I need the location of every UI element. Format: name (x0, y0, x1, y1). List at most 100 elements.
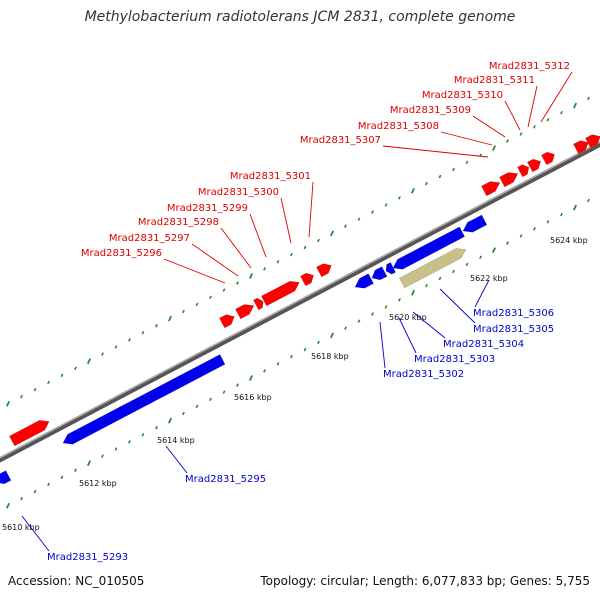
forward-leader-line (472, 115, 506, 138)
track-dot (560, 110, 563, 115)
track-dot (371, 210, 374, 214)
scale-ticks: 5610 kbp 5612 kbp 5614 kbp 5616 kbp 5618 kbp… (2, 236, 588, 532)
reverse-gene (392, 226, 465, 270)
track-dot (5, 400, 11, 407)
scale-tick-label: 5620 kbp (389, 313, 427, 322)
track-dot (452, 269, 455, 274)
track-dot (290, 252, 293, 257)
track-dot (47, 482, 50, 487)
reverse-gene-label: Mrad2831_5303 (414, 354, 495, 365)
reverse-leader-line (412, 311, 446, 339)
track-dot (86, 358, 92, 365)
forward-gene (253, 297, 264, 311)
track-dot (167, 315, 173, 322)
reverse-gene-label: Mrad2831_5305 (473, 324, 554, 335)
track-dot (86, 460, 92, 467)
reverse-leader-line (398, 317, 417, 354)
forward-leader-line (249, 213, 267, 258)
forward-leader-line (440, 131, 493, 146)
forward-gene (300, 272, 314, 287)
genome-summary: Topology: circular; Length: 6,077,833 bp… (260, 574, 590, 588)
forward-gene-label: Mrad2831_5300 (198, 187, 279, 198)
scale-tick-label: 5610 kbp (2, 523, 40, 532)
forward-leader-line (382, 145, 489, 158)
forward-leader-line (308, 181, 314, 238)
reverse-gene-label: Mrad2831_5295 (185, 474, 266, 485)
forward-leader-line (540, 71, 573, 123)
track-dot (182, 411, 185, 416)
track-dot (410, 289, 416, 296)
track-dot (236, 281, 239, 285)
track-dot (465, 160, 469, 165)
track-dot (533, 125, 536, 129)
track-dot (587, 96, 590, 101)
forward-leader-line (280, 197, 292, 244)
track-dot (236, 383, 239, 387)
forward-gene-label: Mrad2831_5296 (81, 248, 162, 259)
track-dot (303, 245, 307, 250)
scale-tick-label: 5614 kbp (157, 436, 195, 445)
track-dot (248, 375, 254, 381)
track-dot (519, 234, 523, 238)
reverse-leader-line (379, 321, 386, 369)
track-dot (560, 212, 563, 217)
track-dot (384, 203, 388, 207)
track-dot (60, 475, 64, 480)
track-dot (371, 312, 374, 316)
track-dot (155, 323, 158, 328)
forward-gene-label: Mrad2831_5298 (138, 217, 219, 228)
track-dot (33, 489, 37, 494)
track-dot (222, 390, 226, 394)
scale-tick-label: 5624 kbp (550, 236, 588, 245)
scale-tick-label: 5618 kbp (311, 352, 349, 361)
forward-gene (235, 304, 255, 320)
track-dot (533, 227, 536, 231)
track-dot (329, 230, 335, 237)
reverse-gene-label: Mrad2831_5302 (383, 369, 464, 380)
track-dot (357, 319, 361, 323)
track-dot (182, 309, 185, 314)
track-dot (357, 217, 361, 221)
track-dot (317, 340, 320, 345)
track-dot (546, 117, 550, 122)
forward-gene (316, 263, 332, 278)
track-dot (128, 338, 131, 342)
scale-tick-label: 5622 kbp (470, 274, 508, 283)
track-dot (141, 331, 145, 335)
reverse-leader-line (21, 515, 50, 552)
reverse-gene-label: Mrad2831_5306 (473, 308, 554, 319)
track-dot (74, 366, 77, 371)
track-dot (248, 273, 254, 279)
track-dot (465, 262, 469, 267)
track-dot (317, 238, 320, 243)
track-dot (114, 345, 118, 349)
reverse-gene (385, 262, 396, 275)
forward-leader-line (504, 100, 521, 131)
forward-gene-label: Mrad2831_5297 (109, 233, 190, 244)
track-dot (155, 425, 158, 430)
forward-gene (261, 281, 300, 307)
track-dot (195, 302, 199, 307)
track-dot (33, 387, 37, 392)
forward-gene (585, 134, 600, 149)
track-dot (167, 417, 173, 424)
track-dot (128, 440, 131, 444)
forward-gene (481, 181, 501, 197)
gene-labels: Mrad2831_5296 Mrad2831_5297 Mrad2831_5298 M… (21, 61, 573, 563)
track-dot (20, 394, 23, 399)
gene-features (0, 134, 600, 485)
forward-gene (219, 314, 235, 329)
map-title: Methylobacterium radiotolerans JCM 2831,… (84, 9, 516, 25)
track-dot (572, 102, 578, 109)
track-dot (398, 298, 401, 302)
track-dot (74, 468, 77, 473)
track-dot (425, 283, 428, 288)
reverse-gene (62, 354, 226, 445)
track-dot (438, 276, 442, 281)
dot-tracks (5, 96, 590, 509)
reverse-gene (462, 214, 488, 233)
reverse-gene (0, 470, 12, 485)
forward-leader-line (527, 85, 538, 128)
track-dot (101, 352, 104, 356)
track-dot (546, 219, 550, 224)
